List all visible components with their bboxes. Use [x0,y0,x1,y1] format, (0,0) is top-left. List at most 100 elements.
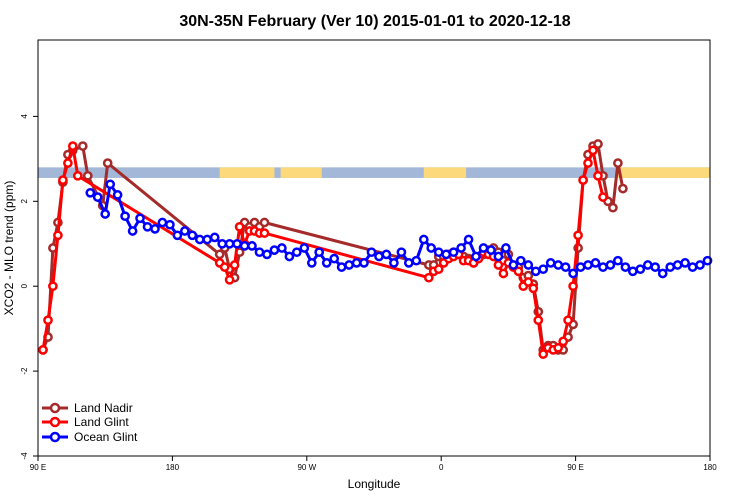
data-point-ocean-glint [433,247,444,258]
data-point-ocean-glint [486,245,496,255]
data-point-land-glint [563,315,573,326]
data-point-land-glint [578,175,588,185]
data-point-ocean-glint [650,262,661,272]
data-point-land-glint [513,266,524,277]
data-point-land-glint [558,336,569,347]
x-tick-label: 180 [703,463,717,472]
data-point-ocean-glint [493,251,504,262]
data-point-ocean-glint [441,249,452,260]
data-point-ocean-glint [239,241,250,251]
data-point-ocean-glint [501,243,511,253]
data-point-ocean-glint [530,266,541,277]
data-point-ocean-glint [217,238,228,249]
data-point-ocean-glint [306,258,317,268]
data-point-ocean-glint [515,255,526,266]
data-point-land-glint [493,260,504,270]
chart-title: 30N-35N February (Ver 10) 2015-01-01 to … [179,13,570,30]
x-axis: 90 E 180 90 W 0 90 E 180 [30,456,717,472]
data-point-land-nadir [82,170,93,181]
data-point-land-glint [48,281,58,292]
data-point-ocean-glint [194,234,205,245]
data-point-ocean-glint [366,247,377,258]
data-point-ocean-glint [702,255,713,266]
data-point-ocean-glint [374,251,384,262]
data-point-land-glint [38,345,48,355]
data-point-ocean-glint [344,260,354,270]
data-point-ocean-glint [635,264,646,275]
data-point-ocean-glint [179,226,190,236]
data-point-ocean-glint [642,260,653,270]
data-point-land-glint [593,170,603,181]
band-land-2 [423,167,467,178]
y-tick-label: 2 [20,199,29,204]
legend-item-land-glint: Land Glint [42,415,129,429]
data-point-ocean-glint [680,258,690,268]
data-point-ocean-glint [456,243,466,253]
data-point-ocean-glint [665,262,676,272]
data-point-land-nadir [77,141,88,151]
legend-item-ocean-glint: Ocean Glint [42,430,138,444]
data-point-ocean-glint [254,247,265,258]
data-point-land-nadir [214,249,225,260]
data-point-ocean-glint [135,213,145,224]
band-land-0 [219,167,275,178]
data-point-ocean-glint [314,247,325,258]
data-point-ocean-glint [508,260,519,270]
data-point-ocean-glint [336,262,347,272]
data-point-ocean-glint [657,268,668,279]
data-point-land-glint [234,221,245,232]
data-point-land-glint [568,281,578,292]
data-point-land-glint [423,272,434,283]
data-point-ocean-glint [277,243,287,253]
data-point-ocean-glint [247,241,257,251]
data-point-land-nadir [259,217,270,228]
data-point-land-glint [63,158,73,168]
data-point-land-glint [224,274,235,285]
data-point-ocean-glint [202,234,213,245]
data-point-land-glint [538,349,549,359]
data-point-land-glint [598,192,608,202]
data-point-ocean-glint [523,260,534,270]
data-point-ocean-glint [100,209,111,219]
data-point-land-glint [528,283,539,294]
data-point-ocean-glint [321,258,332,268]
data-point-land-glint [553,342,564,353]
data-point-land-glint [573,230,583,241]
data-point-ocean-glint [112,190,123,200]
data-point-land-glint [229,260,240,270]
data-point-ocean-glint [85,187,96,198]
data-point-ocean-glint [471,251,481,262]
legend-label-ocean-glint: Ocean Glint [74,430,138,444]
y-tick-label: 4 [20,114,29,119]
data-point-ocean-glint [92,192,103,202]
legend-label-land-nadir: Land Nadir [74,401,133,415]
data-point-land-glint [72,170,83,181]
data-point-ocean-glint [545,258,556,268]
legend-marker-land-glint [49,416,61,428]
data-point-ocean-glint [262,249,272,260]
data-point-ocean-glint [560,262,571,272]
data-point-land-glint [533,315,544,326]
data-point-land-glint [53,230,63,241]
data-point-ocean-glint [583,260,593,270]
data-point-ocean-glint [351,258,362,268]
data-point-land-glint [43,315,53,326]
data-point-ocean-glint [411,255,422,266]
series-layer [38,139,713,359]
data-point-land-glint [588,145,598,156]
legend: Land Nadir Land Glint Ocean Glint [42,401,138,444]
data-point-ocean-glint [463,234,474,245]
data-point-land-glint [67,141,78,151]
y-tick-label: -4 [20,452,29,460]
data-point-ocean-glint [396,247,407,258]
legend-marker-ocean-glint [49,431,61,443]
data-point-ocean-glint [575,262,586,272]
data-point-ocean-glint [687,262,698,272]
data-point-land-glint [219,262,230,272]
data-point-land-glint [523,277,534,287]
data-point-ocean-glint [590,258,601,268]
x-tick-label: 90 E [30,463,46,472]
data-point-ocean-glint [426,243,437,253]
data-point-land-glint [58,175,68,185]
